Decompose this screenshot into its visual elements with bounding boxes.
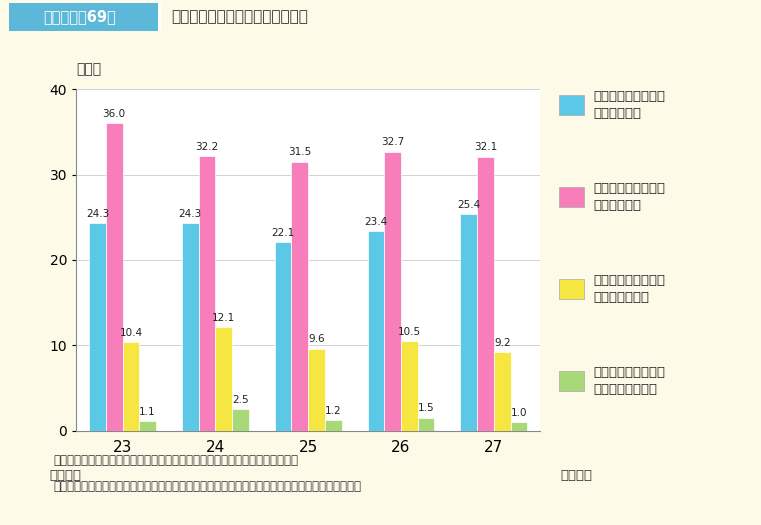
Text: （平成）: （平成）	[49, 469, 81, 482]
Text: 1.0: 1.0	[511, 408, 527, 418]
Text: 24.3: 24.3	[179, 209, 202, 219]
Text: 32.7: 32.7	[381, 137, 404, 147]
Bar	[477, 156, 494, 430]
Bar	[123, 342, 139, 430]
Bar	[291, 162, 308, 430]
Text: 9.2: 9.2	[494, 338, 511, 348]
Text: 1.2: 1.2	[325, 406, 342, 416]
Bar	[401, 341, 418, 430]
Text: 32.2: 32.2	[196, 142, 218, 152]
Text: 10.5: 10.5	[398, 327, 421, 337]
Text: 2.5: 2.5	[232, 395, 249, 405]
Text: （うちポスドクを採
用している企業）: （うちポスドクを採 用している企業）	[594, 365, 666, 396]
Bar	[199, 156, 215, 430]
Text: 研究開発者を採用した企業の割合: 研究開発者を採用した企業の割合	[171, 9, 308, 24]
Text: 31.5: 31.5	[288, 148, 311, 158]
Text: 学士号取得者を採用
している企業: 学士号取得者を採用 している企業	[594, 90, 666, 120]
Bar	[215, 327, 232, 430]
Text: 注：博士課程修了者及びポスドクの中に、博士課程満期退学者を含んでいる。: 注：博士課程修了者及びポスドクの中に、博士課程満期退学者を含んでいる。	[53, 454, 298, 467]
Text: 23.4: 23.4	[365, 217, 387, 227]
Bar	[368, 231, 384, 430]
Text: （年度）: （年度）	[561, 469, 593, 482]
Text: 22.1: 22.1	[272, 228, 295, 238]
Bar	[139, 421, 156, 430]
Bar	[232, 409, 249, 430]
Bar	[308, 349, 325, 430]
Text: 36.0: 36.0	[103, 109, 126, 119]
Bar	[384, 152, 401, 430]
FancyBboxPatch shape	[9, 3, 158, 32]
Text: 10.4: 10.4	[119, 328, 142, 338]
Text: 25.4: 25.4	[457, 200, 480, 209]
Bar	[325, 420, 342, 430]
Text: （％）: （％）	[76, 62, 101, 77]
Text: 第１－１－69図: 第１－１－69図	[43, 9, 116, 24]
Text: 博士課程修了者を採
用している企業: 博士課程修了者を採 用している企業	[594, 274, 666, 304]
Bar	[275, 242, 291, 430]
Bar	[89, 223, 106, 430]
Text: 資料：科学技術・学術政策研究所「民間企業の研究活動に関する調査報告」を基に文部科学省作成: 資料：科学技術・学術政策研究所「民間企業の研究活動に関する調査報告」を基に文部科…	[53, 480, 361, 493]
Bar	[182, 223, 199, 430]
Bar	[494, 352, 511, 430]
Bar	[511, 422, 527, 430]
Bar	[106, 123, 123, 430]
Text: 1.5: 1.5	[418, 403, 435, 414]
Text: 9.6: 9.6	[308, 334, 325, 344]
Text: 修士号取得者を採用
している企業: 修士号取得者を採用 している企業	[594, 182, 666, 212]
Text: 32.1: 32.1	[474, 142, 497, 152]
Bar	[460, 214, 477, 430]
Bar	[418, 418, 435, 430]
Text: 1.1: 1.1	[139, 407, 156, 417]
Text: 12.1: 12.1	[212, 313, 235, 323]
Text: 24.3: 24.3	[86, 209, 109, 219]
